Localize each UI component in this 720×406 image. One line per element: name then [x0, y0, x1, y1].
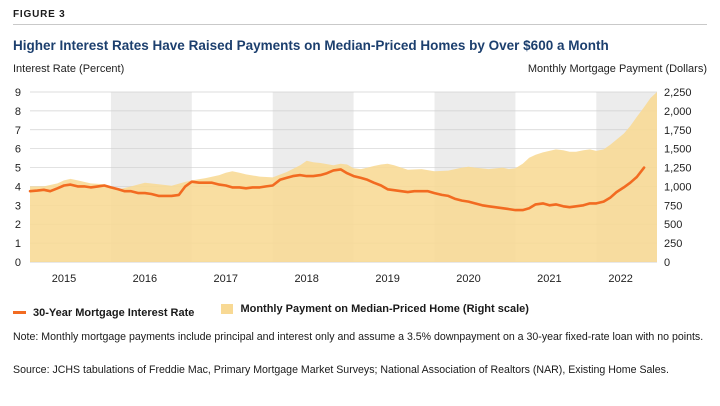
note-text: Note: Monthly mortgage payments include …: [13, 331, 704, 343]
legend-item-payment: Monthly Payment on Median-Priced Home (R…: [221, 303, 529, 315]
left-axis-title: Interest Rate (Percent): [13, 63, 125, 75]
x-tick-2015: 2015: [52, 273, 76, 285]
right-tick-2,250: 2,250: [664, 87, 692, 99]
left-tick-labels: 0 1 2 3 4 5 6 7 8 9: [15, 87, 21, 269]
rate-line-layer: [28, 166, 646, 212]
right-tick-1,250: 1,250: [664, 163, 692, 175]
left-tick-1: 1: [15, 238, 21, 250]
left-tick-0: 0: [15, 257, 21, 269]
left-tick-2: 2: [15, 219, 21, 231]
x-tick-labels: 2015 2016 2017 2018 2019 2020 2021 2022: [52, 273, 633, 285]
top-divider: [13, 24, 707, 25]
right-tick-750: 750: [664, 200, 682, 212]
x-tick-2019: 2019: [375, 273, 399, 285]
left-tick-7: 7: [15, 125, 21, 137]
right-axis-title: Monthly Mortgage Payment (Dollars): [527, 63, 707, 75]
chart-title: Higher Interest Rates Have Raised Paymen…: [13, 38, 609, 53]
right-tick-labels: 0 250 500 750 1,000 1,250 1,500 1,750 2,000 2,250: [664, 87, 692, 269]
left-tick-4: 4: [15, 181, 21, 193]
left-tick-5: 5: [15, 163, 21, 175]
right-tick-250: 250: [664, 238, 682, 250]
rate-line-swatch: [13, 311, 26, 314]
legend-label-rate: 30-Year Mortgage Interest Rate: [33, 306, 195, 319]
x-tick-2021: 2021: [537, 273, 561, 285]
right-tick-1,500: 1,500: [664, 144, 692, 156]
x-tick-2018: 2018: [294, 273, 318, 285]
right-tick-1,750: 1,750: [664, 125, 692, 137]
x-tick-2016: 2016: [133, 273, 157, 285]
payment-area: [30, 92, 657, 262]
legend: 30-Year Mortgage Interest Rate Monthly P…: [13, 303, 553, 319]
right-tick-0: 0: [664, 257, 670, 269]
figure-label: FIGURE 3: [13, 9, 66, 20]
right-tick-500: 500: [664, 219, 682, 231]
legend-item-rate: 30-Year Mortgage Interest Rate: [13, 307, 194, 319]
payment-area-layer: [30, 92, 657, 262]
x-tick-2017: 2017: [214, 273, 238, 285]
left-tick-6: 6: [15, 144, 21, 156]
x-tick-2022: 2022: [608, 273, 632, 285]
payment-area-swatch: [221, 304, 234, 314]
left-tick-9: 9: [15, 87, 21, 99]
legend-label-payment: Monthly Payment on Median-Priced Home (R…: [240, 303, 529, 315]
x-tick-2020: 2020: [456, 273, 480, 285]
left-tick-3: 3: [15, 200, 21, 212]
chart-plot: 0 1 2 3 4 5 6 7 8 9 0 250 500 750 1,000 1,250 1,500 1,75…: [15, 87, 692, 285]
source-text: Source: JCHS tabulations of Freddie Mac,…: [13, 364, 669, 376]
right-tick-1,000: 1,000: [664, 181, 692, 193]
right-tick-2,000: 2,000: [664, 106, 692, 118]
left-tick-8: 8: [15, 106, 21, 118]
rate-line: [28, 166, 646, 212]
